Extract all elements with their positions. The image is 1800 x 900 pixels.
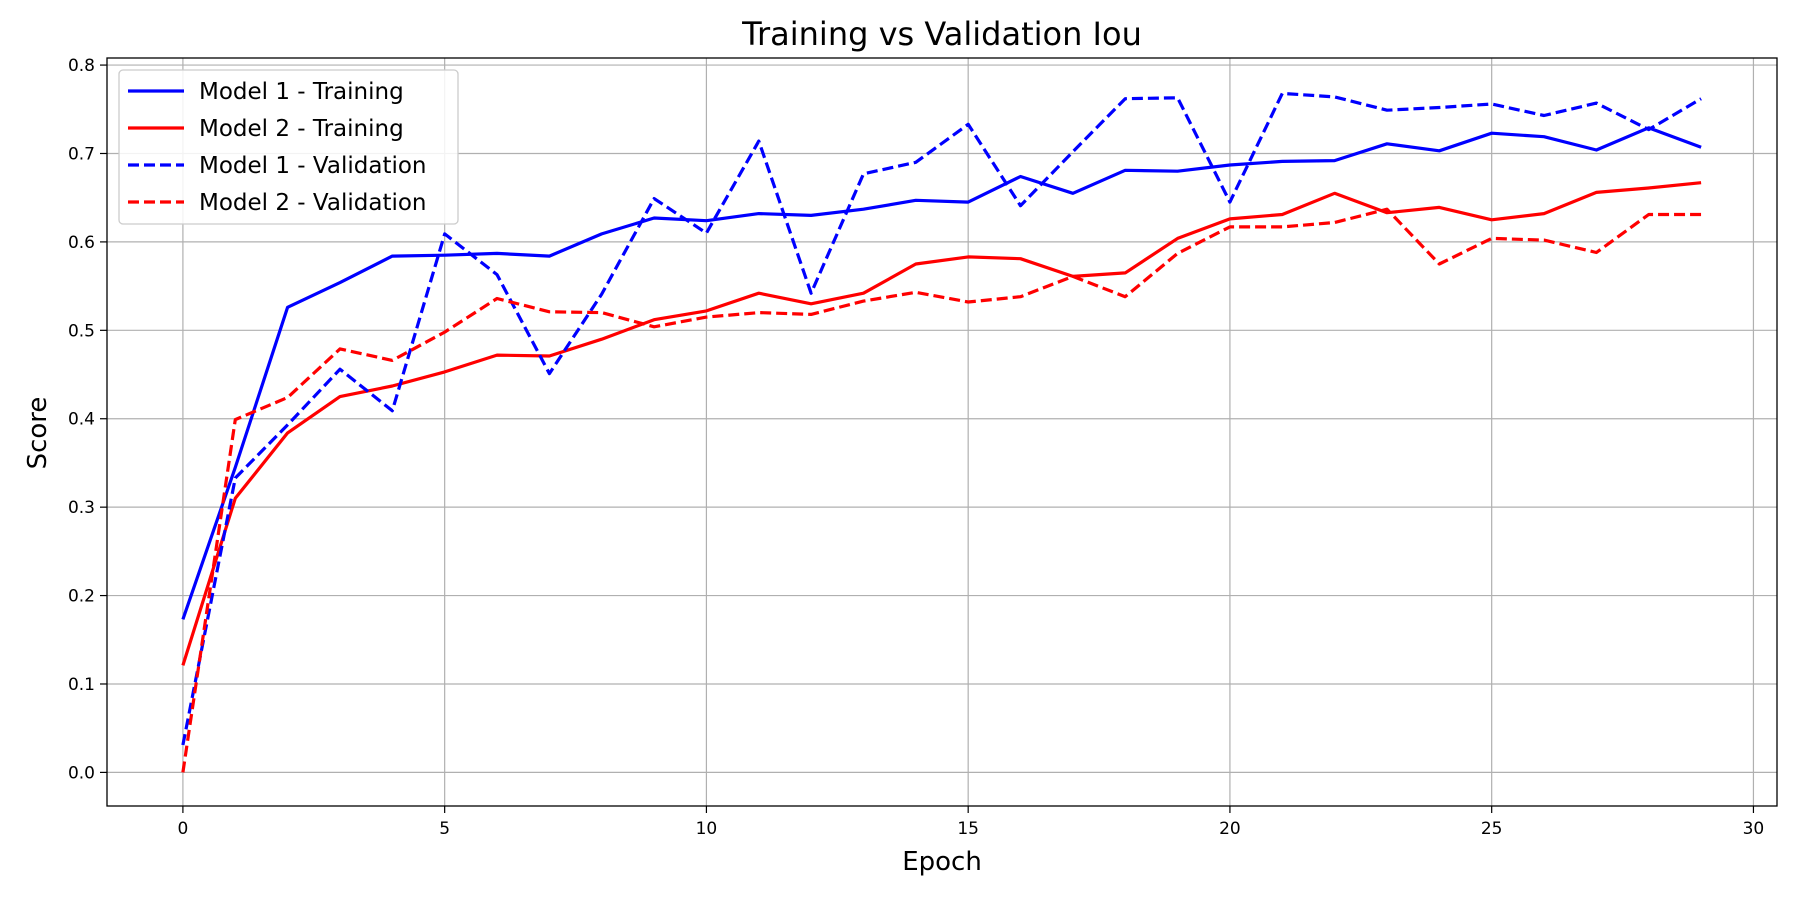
grid [107,58,1777,806]
legend-label: Model 2 - Validation [199,190,427,216]
y-tick-label: 0.5 [68,321,95,341]
x-tick-label: 0 [177,819,188,839]
series-line-model-2-validation [181,207,1702,773]
y-axis-ticks: 0.0 0.1 0.2 0.3 0.4 0.5 0.6 0.7 0.8 [68,56,107,783]
y-tick-label: 0.1 [68,675,95,695]
y-tick-label: 0.4 [68,410,95,430]
y-tick-label: 0.6 [68,233,95,253]
series-line-model-2-training [181,181,1702,666]
y-axis-label: Score [23,397,53,470]
x-tick-label: 5 [439,819,450,839]
legend-label: Model 2 - Training [199,116,404,142]
x-axis-ticks: 0 5 10 15 20 25 30 [177,806,1764,839]
y-tick-label: 0.0 [68,763,95,783]
y-tick-label: 0.3 [68,498,95,518]
x-tick-label: 25 [1481,819,1503,839]
x-axis-label: Epoch [902,847,982,877]
y-tick-label: 0.7 [68,144,95,164]
legend: Model 1 - Training Model 2 - Training Mode… [118,69,459,225]
x-tick-label: 20 [1219,819,1241,839]
x-tick-label: 30 [1743,819,1765,839]
chart-title: Training vs Validation Iou [741,15,1142,53]
legend-box [118,69,459,225]
plot-frame [106,57,1778,807]
y-tick-label: 0.2 [68,587,95,607]
series-line-model-1-training [181,126,1702,620]
x-tick-label: 15 [957,819,979,839]
x-tick-label: 10 [696,819,718,839]
legend-label: Model 1 - Validation [199,153,427,179]
series-line-model-1-validation [181,91,1702,746]
legend-label: Model 1 - Training [199,79,404,105]
series-lines [181,91,1702,773]
y-tick-label: 0.8 [68,56,95,76]
